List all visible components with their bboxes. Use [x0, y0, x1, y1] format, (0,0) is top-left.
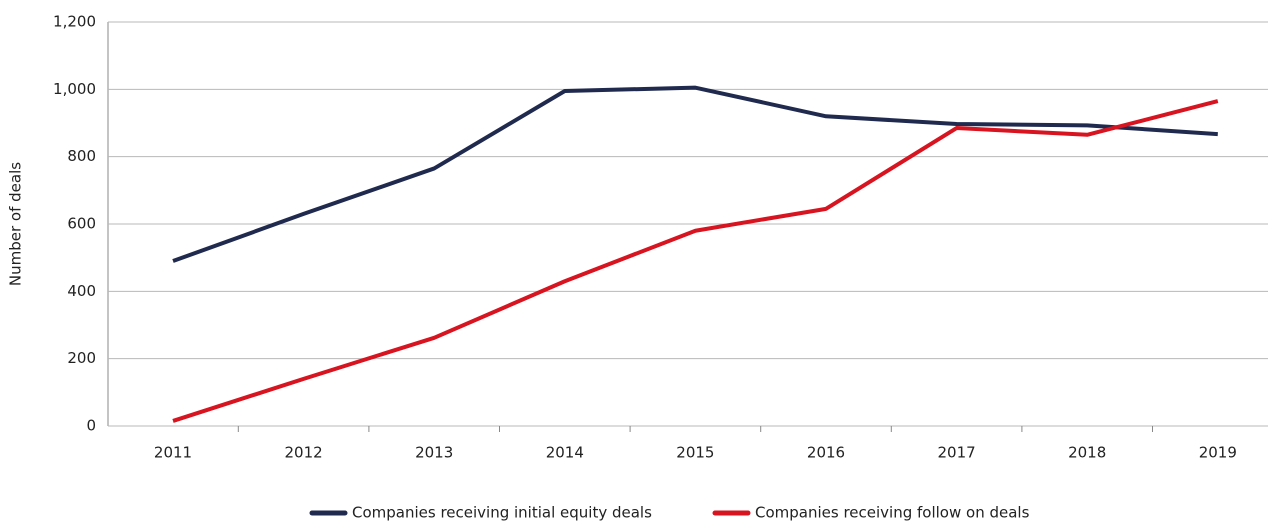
legend-label: Companies receiving initial equity deals: [352, 504, 652, 521]
y-tick-label: 800: [67, 147, 96, 165]
x-tick-label: 2012: [285, 444, 323, 462]
y-tick-label: 200: [67, 349, 96, 367]
x-tick-label: 2011: [154, 444, 192, 462]
x-tick-label: 2013: [415, 444, 453, 462]
y-tick-label: 1,000: [53, 80, 96, 98]
x-tick-label: 2018: [1068, 444, 1106, 462]
line-series: [172, 85, 1218, 263]
x-tick-label: 2015: [676, 444, 714, 462]
x-tick-label: 2019: [1199, 444, 1237, 462]
line-series: [172, 99, 1219, 423]
x-tick-label: 2016: [807, 444, 845, 462]
y-tick-label: 600: [67, 215, 96, 233]
y-tick-label: 400: [67, 282, 96, 300]
x-tick-label: 2014: [546, 444, 584, 462]
x-tick-label: 2017: [938, 444, 976, 462]
y-axis-label: Number of deals: [7, 162, 25, 286]
y-tick-label: 1,200: [53, 13, 96, 31]
y-tick-label: 0: [86, 417, 96, 435]
legend-label: Companies receiving follow on deals: [755, 504, 1030, 521]
